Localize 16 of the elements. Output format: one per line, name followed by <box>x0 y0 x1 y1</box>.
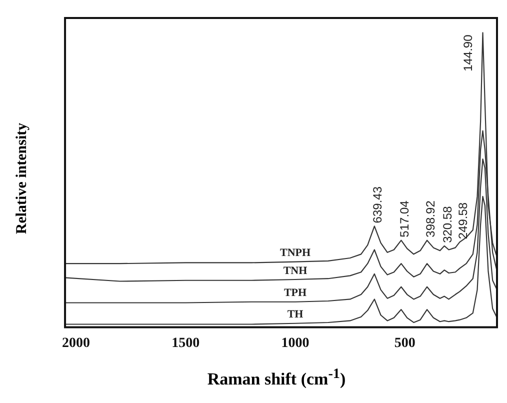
series-label: TNH <box>283 264 308 277</box>
annotation: 144.90 <box>461 34 476 72</box>
y-axis-title: Relative intensity <box>14 122 32 234</box>
x-axis-title: Raman shift (cm$^{-1}$) <box>206 366 347 390</box>
series-label: TPH <box>284 287 308 300</box>
annotation: 320.58 <box>440 206 455 243</box>
x-tick-label: 1000 <box>281 336 310 352</box>
x-tick-label: 500 <box>394 336 416 352</box>
x-tick-label: 2000 <box>62 336 90 352</box>
annotation: 517.04 <box>397 200 412 238</box>
annotation: 398.92 <box>423 200 438 238</box>
series-label: TNPH <box>280 247 311 260</box>
x-tick-label: 1500 <box>172 336 200 352</box>
annotation: 249.58 <box>456 202 470 240</box>
annotation: 639.43 <box>370 186 385 224</box>
series-label: TH <box>287 308 304 321</box>
